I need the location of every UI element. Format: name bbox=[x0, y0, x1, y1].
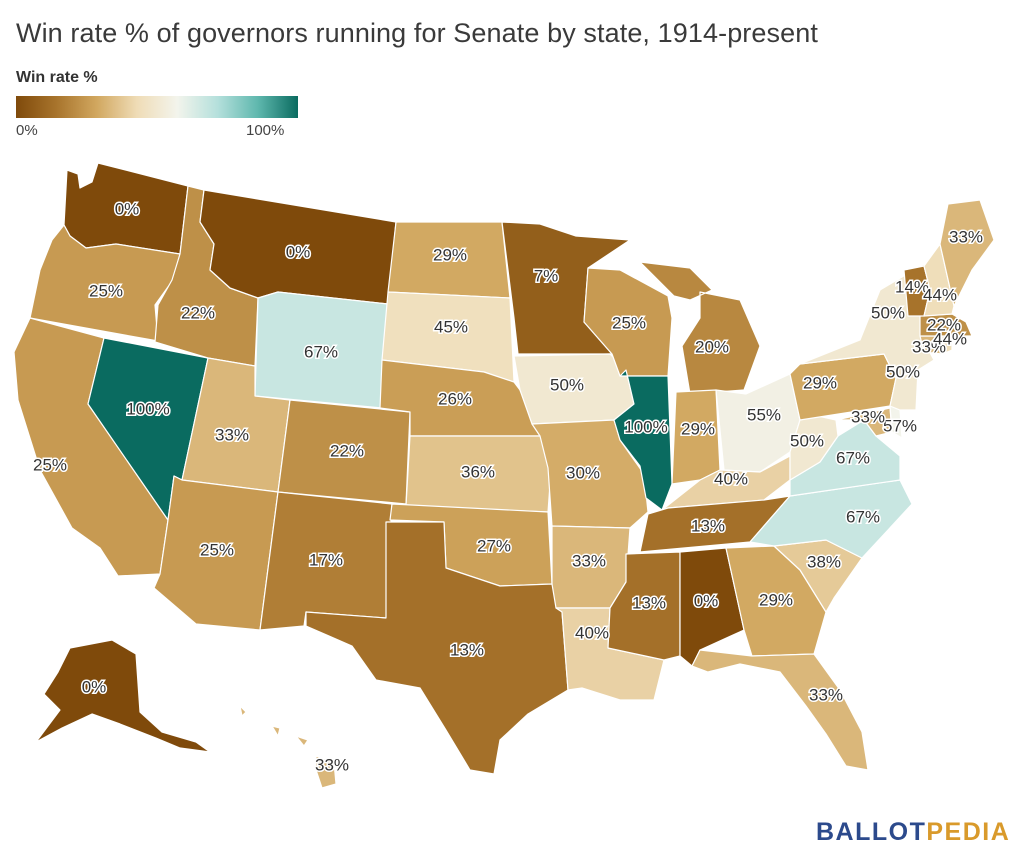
state-fl bbox=[691, 649, 869, 771]
state-label-al: 0% bbox=[694, 591, 719, 610]
state-label-ks: 36% bbox=[461, 462, 495, 481]
legend-max-label: 100% bbox=[246, 122, 285, 139]
state-label-ma: 22% bbox=[927, 315, 961, 334]
state-label-co: 22% bbox=[330, 441, 364, 460]
state-label-me: 33% bbox=[949, 227, 983, 246]
state-label-nc: 67% bbox=[846, 507, 880, 526]
state-label-tn: 13% bbox=[691, 516, 725, 535]
state-label-ar: 33% bbox=[572, 551, 606, 570]
state-label-nv: 100% bbox=[126, 399, 169, 418]
state-label-ny: 50% bbox=[871, 303, 905, 322]
ballotpedia-logo: BALLOTPEDIA bbox=[816, 818, 1011, 846]
state-label-sc: 38% bbox=[807, 552, 841, 571]
legend-title: Win rate % bbox=[16, 69, 98, 86]
state-label-fl: 33% bbox=[809, 685, 843, 704]
state-label-ut: 33% bbox=[215, 425, 249, 444]
state-nc bbox=[749, 479, 913, 559]
state-label-md: 33% bbox=[851, 407, 885, 426]
state-label-va: 67% bbox=[836, 448, 870, 467]
state-label-in: 29% bbox=[681, 419, 715, 438]
legend-min-label: 0% bbox=[16, 122, 38, 139]
state-label-la: 40% bbox=[575, 623, 609, 642]
state-label-de: 57% bbox=[883, 416, 917, 435]
state-label-az: 25% bbox=[200, 540, 234, 559]
legend-gradient-bar bbox=[16, 96, 298, 118]
state-label-ia: 50% bbox=[550, 375, 584, 394]
state-label-wv: 50% bbox=[790, 431, 824, 450]
state-label-ok: 27% bbox=[477, 536, 511, 555]
state-label-ct: 33% bbox=[912, 337, 946, 356]
state-tx bbox=[305, 521, 569, 775]
state-label-mt: 0% bbox=[286, 242, 311, 261]
state-md bbox=[835, 407, 893, 437]
state-label-id: 22% bbox=[181, 303, 215, 322]
state-label-ri: 44% bbox=[933, 329, 967, 348]
state-label-ms: 13% bbox=[632, 593, 666, 612]
state-il bbox=[613, 369, 673, 511]
state-label-nj: 50% bbox=[886, 362, 920, 381]
state-label-hi: 33% bbox=[315, 755, 349, 774]
state-label-wa: 0% bbox=[115, 199, 140, 218]
state-label-or: 25% bbox=[89, 281, 123, 300]
state-label-ky: 40% bbox=[714, 469, 748, 488]
state-label-mi: 20% bbox=[695, 337, 729, 356]
state-label-ca: 25% bbox=[33, 455, 67, 474]
state-label-sd: 45% bbox=[434, 317, 468, 336]
state-label-ga: 29% bbox=[759, 590, 793, 609]
state-label-mo: 30% bbox=[566, 463, 600, 482]
state-hi bbox=[239, 705, 337, 789]
state-label-nh: 44% bbox=[923, 285, 957, 304]
state-me bbox=[939, 199, 995, 307]
state-label-wi: 25% bbox=[612, 313, 646, 332]
state-label-oh: 55% bbox=[747, 405, 781, 424]
state-label-nd: 29% bbox=[433, 245, 467, 264]
state-label-tx: 13% bbox=[450, 640, 484, 659]
map-title: Win rate % of governors running for Sena… bbox=[16, 18, 818, 48]
state-label-nm: 17% bbox=[309, 550, 343, 569]
state-label-wy: 67% bbox=[304, 342, 338, 361]
state-label-ak: 0% bbox=[82, 677, 107, 696]
state-or bbox=[29, 224, 181, 342]
state-label-vt: 14% bbox=[895, 277, 929, 296]
state-ak bbox=[35, 639, 211, 753]
state-label-ne: 26% bbox=[438, 389, 472, 408]
state-wy bbox=[254, 291, 389, 409]
state-label-il: 100% bbox=[624, 417, 667, 436]
state-label-mn: 7% bbox=[534, 266, 559, 285]
state-label-pa: 29% bbox=[803, 373, 837, 392]
